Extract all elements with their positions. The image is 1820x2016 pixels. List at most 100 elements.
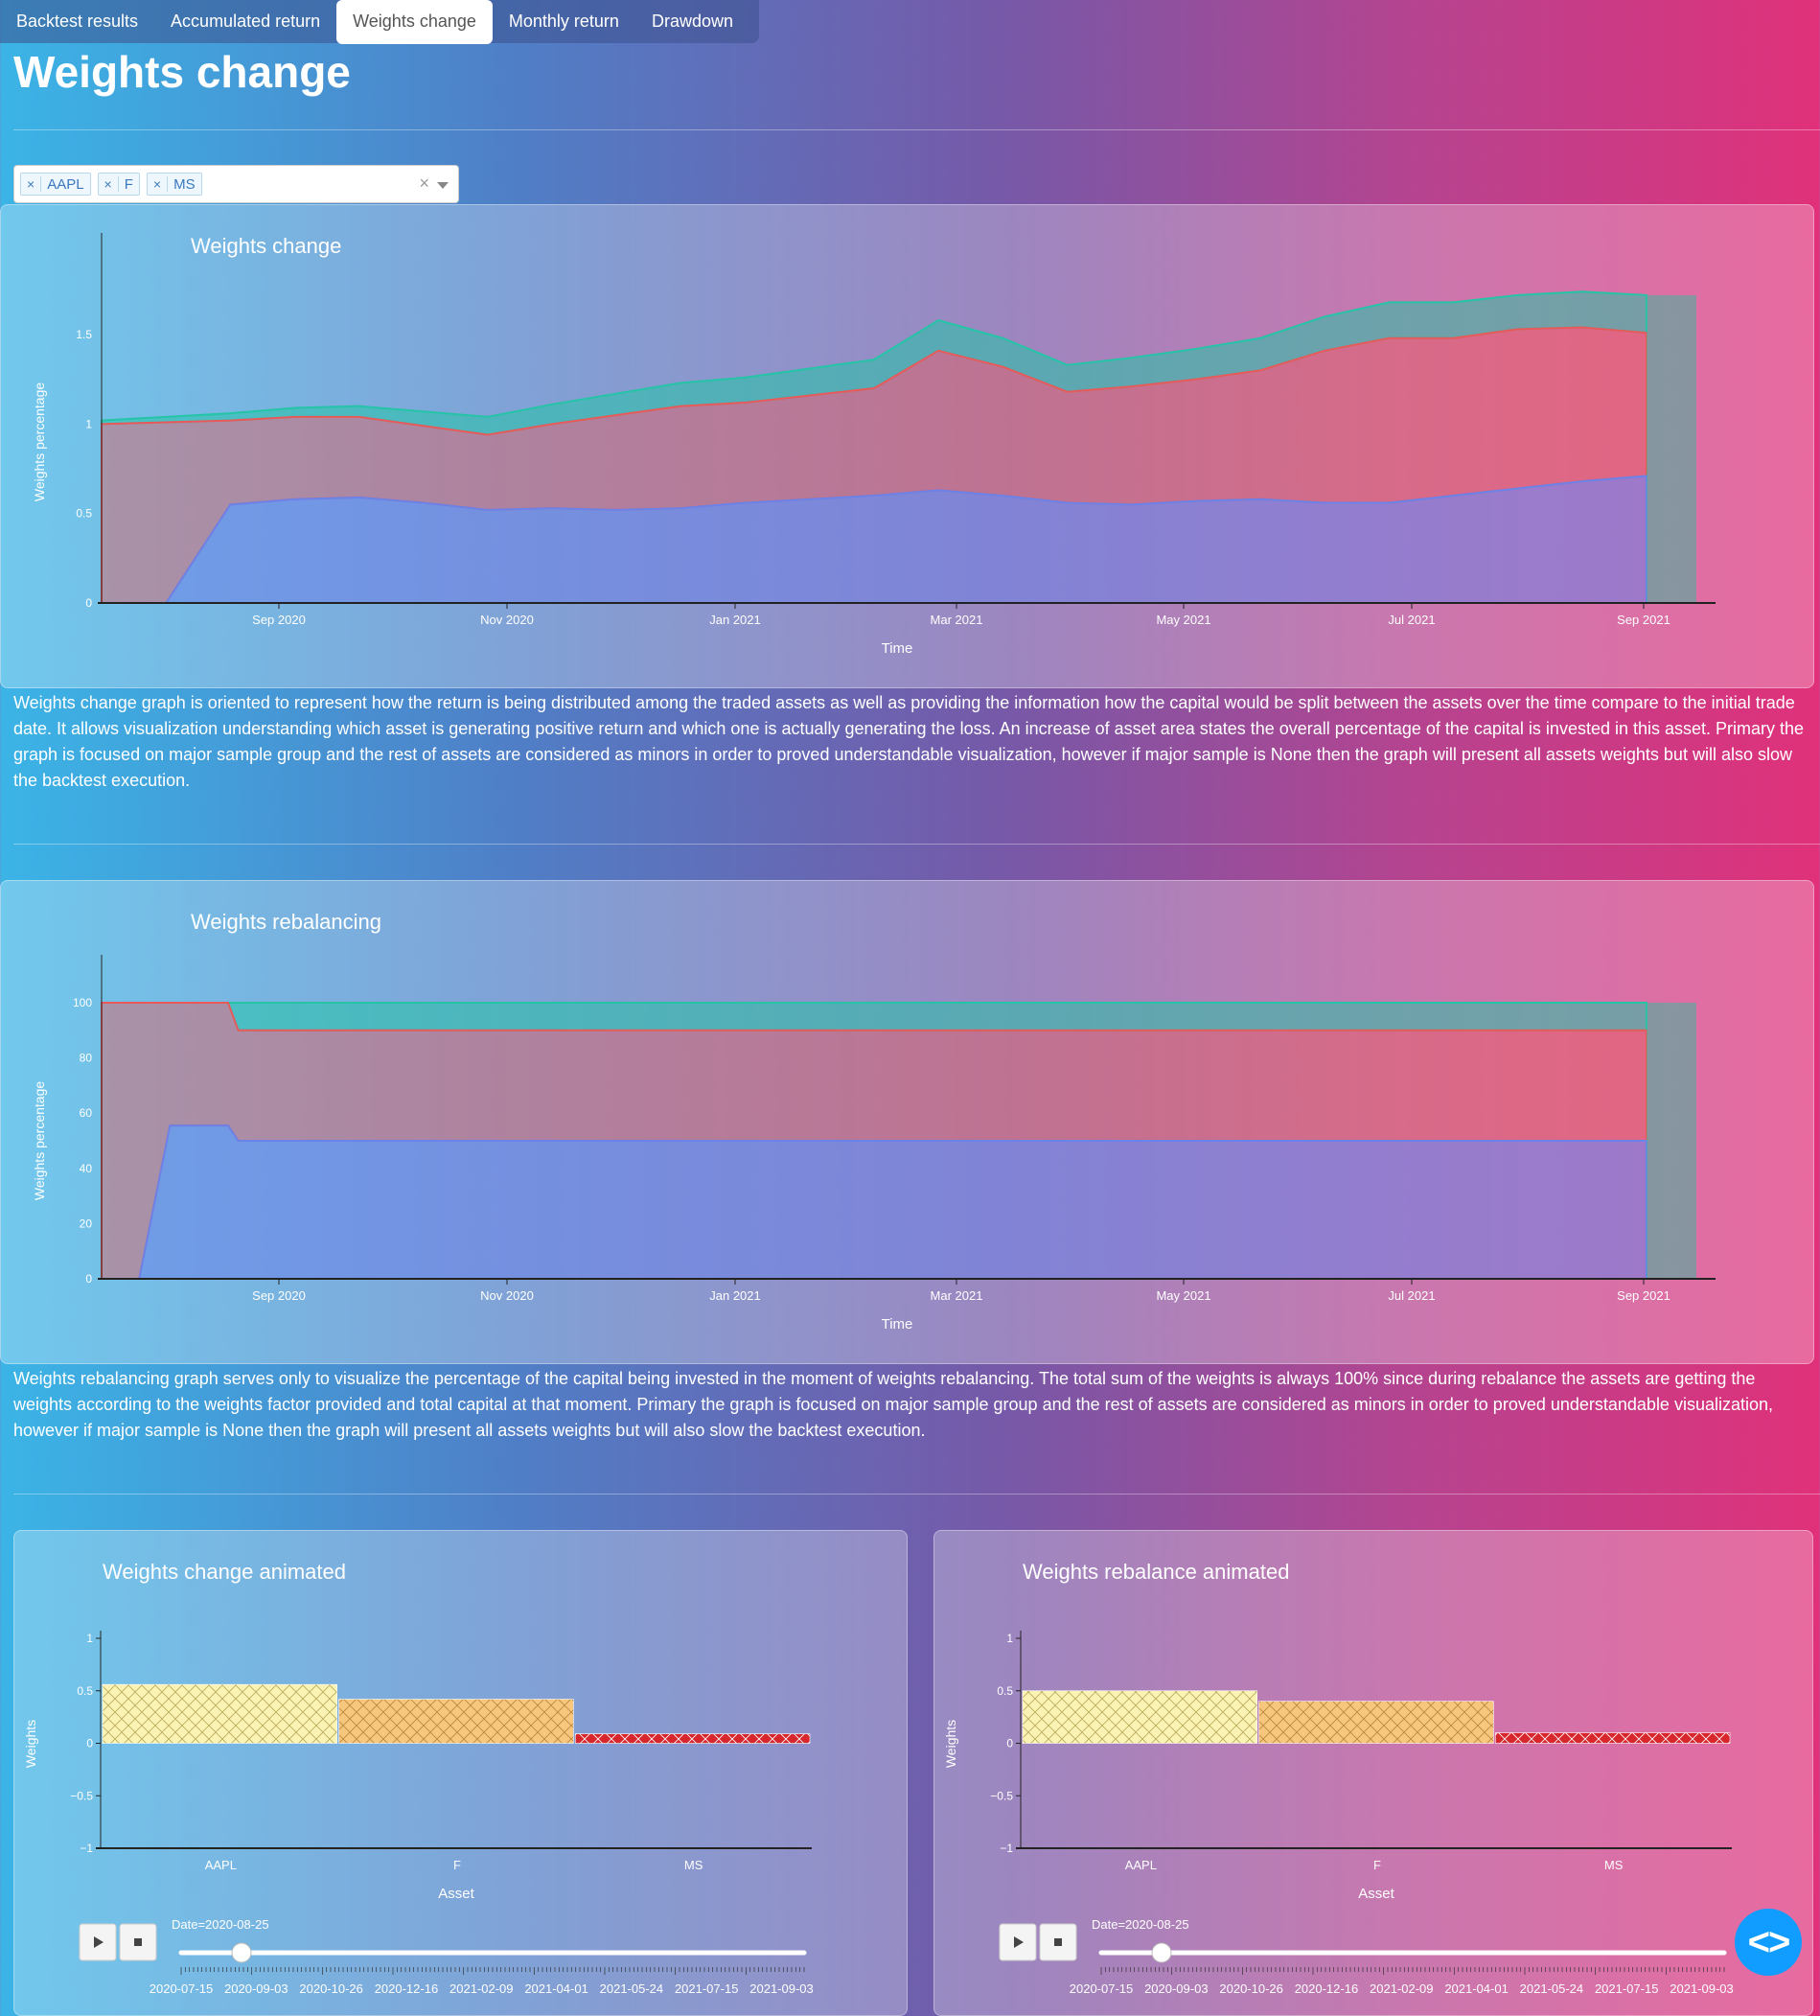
y-tick-label: 100 [73, 996, 92, 1009]
slider-tick-label: 2020-09-03 [1144, 1981, 1209, 1996]
weights-rebalancing-chart[interactable]: Weights rebalancing 0 20 40 60 80 100 Sep 2020 N… [1, 881, 1815, 1365]
slider-tick-label: 2021-02-09 [1370, 1981, 1434, 1996]
slider-tick-label: 2020-07-15 [1070, 1981, 1134, 1996]
slider-tick-label: 2021-04-01 [524, 1981, 588, 1996]
slider-tick-label: 2021-09-03 [749, 1981, 814, 1996]
area-tail [1647, 294, 1696, 603]
divider [13, 844, 1820, 845]
x-axis-label: Time [882, 640, 913, 657]
y-tick-label: 0 [1006, 1737, 1013, 1750]
x-tick-label: Jan 2021 [709, 1288, 761, 1303]
remove-ms-icon[interactable]: × [148, 176, 169, 192]
x-tick-label: Mar 2021 [931, 613, 983, 627]
x-tick-label: F [1373, 1858, 1381, 1872]
tab-accumulated-return[interactable]: Accumulated return [171, 12, 321, 31]
remove-aapl-icon[interactable]: × [21, 176, 42, 192]
slider-tick-label: 2020-10-26 [299, 1981, 363, 1996]
x-tick-label: AAPL [1125, 1858, 1157, 1872]
y-tick-label: 1 [1006, 1632, 1013, 1645]
chip-f[interactable]: × F [97, 173, 140, 196]
chart-title: Weights change [191, 234, 341, 258]
x-tick-label: Mar 2021 [931, 1288, 983, 1303]
y-tick-label: 20 [80, 1217, 93, 1230]
chip-label: MS [173, 175, 196, 193]
divider [13, 1494, 1820, 1495]
divider [13, 129, 1820, 130]
area-ms [102, 1002, 1647, 1031]
x-tick-label: Sep 2021 [1617, 1288, 1670, 1303]
x-tick-label: Sep 2021 [1617, 613, 1670, 627]
chip-label: AAPL [47, 175, 84, 193]
weights-change-animated-panel: Weights change animated 1 0.5 0 −0.5 −1 Weight… [13, 1530, 908, 2016]
y-tick-label: 0 [85, 1272, 92, 1286]
y-tick-label: 40 [80, 1162, 93, 1175]
x-tick-label: F [453, 1858, 461, 1872]
stop-icon [1054, 1938, 1062, 1946]
area-tail [1647, 1003, 1696, 1279]
bar-f [1258, 1701, 1494, 1744]
x-axis-label: Asset [438, 1886, 474, 1902]
slider-tick-label: 2021-09-03 [1670, 1981, 1734, 1996]
y-tick-label: 1 [85, 417, 92, 430]
chip-label: F [124, 175, 133, 193]
chevron-down-icon[interactable] [437, 182, 449, 189]
slider-current-label: Date=2020-08-25 [1092, 1917, 1189, 1932]
y-tick-label: −1 [1000, 1842, 1013, 1855]
y-tick-label: 1 [86, 1632, 93, 1645]
chip-aapl[interactable]: × AAPL [20, 173, 91, 196]
slider-handle[interactable] [231, 1942, 252, 1963]
slider-tick-label: 2021-07-15 [1595, 1981, 1659, 1996]
asset-select[interactable]: × AAPL × F × MS × [13, 165, 459, 203]
y-tick-label: 0 [86, 1737, 93, 1750]
page-title: Weights change [13, 47, 351, 97]
x-tick-label: Jan 2021 [709, 613, 761, 627]
y-axis-label: Weights percentage [32, 382, 47, 501]
x-tick-label: Nov 2020 [480, 1288, 534, 1303]
slider-tick-label: 2020-12-16 [375, 1981, 439, 1996]
x-axis-label: Time [882, 1316, 913, 1332]
tab-backtest-results[interactable]: Backtest results [16, 12, 139, 31]
slider-handle[interactable] [1151, 1942, 1172, 1963]
slider-tick-label: 2020-09-03 [224, 1981, 288, 1996]
code-toggle-icon[interactable]: <> [1735, 1909, 1802, 1976]
bar-f [338, 1699, 574, 1744]
tab-bar: Backtest results Accumulated return Weig… [0, 0, 759, 44]
slider-tick-label: 2021-05-24 [1520, 1981, 1584, 1996]
stop-icon [134, 1938, 142, 1946]
x-tick-label: Jul 2021 [1388, 1288, 1435, 1303]
x-tick-label: May 2021 [1156, 613, 1210, 627]
x-tick-label: MS [1604, 1858, 1624, 1872]
y-tick-label: 0 [85, 596, 92, 610]
slider-tick-label: 2020-12-16 [1295, 1981, 1359, 1996]
play-icon [94, 1936, 104, 1948]
x-tick-label: Sep 2020 [252, 1288, 306, 1303]
x-tick-label: AAPL [205, 1858, 237, 1872]
y-tick-label: 0.5 [997, 1684, 1013, 1698]
y-axis-label: Weights percentage [32, 1081, 47, 1200]
slider-tick-label: 2021-07-15 [675, 1981, 739, 1996]
slider-current-label: Date=2020-08-25 [172, 1917, 269, 1932]
area-aapl [102, 1124, 1647, 1280]
weights-rebalancing-description: Weights rebalancing graph serves only to… [13, 1369, 1773, 1440]
chart-title: Weights rebalancing [191, 910, 381, 934]
remove-f-icon[interactable]: × [99, 176, 119, 192]
x-tick-label: Nov 2020 [480, 613, 534, 627]
tab-monthly-return[interactable]: Monthly return [508, 12, 619, 31]
weights-rebalance-animated-chart[interactable]: Weights rebalance animated 1 0.5 0 −0.5 −1 Wei… [934, 1531, 1814, 2016]
y-axis-label: Weights [943, 1720, 958, 1768]
weights-change-animated-chart[interactable]: Weights change animated 1 0.5 0 −0.5 −1 Weight… [14, 1531, 909, 2016]
x-tick-label: Sep 2020 [252, 613, 306, 627]
x-axis-label: Asset [1358, 1886, 1394, 1902]
chip-ms[interactable]: × MS [146, 173, 202, 196]
bar-ms [1495, 1732, 1731, 1744]
tab-weights-change[interactable]: Weights change [336, 0, 493, 44]
x-tick-label: May 2021 [1156, 1288, 1210, 1303]
chart-title: Weights rebalance animated [1023, 1560, 1289, 1584]
slider-tick-label: 2020-07-15 [150, 1981, 214, 1996]
clear-all-icon[interactable]: × [419, 174, 429, 193]
x-tick-label: MS [684, 1858, 703, 1872]
weights-rebalance-animated-panel: Weights rebalance animated 1 0.5 0 −0.5 −1 Wei… [933, 1530, 1813, 2016]
y-tick-label: 80 [80, 1052, 93, 1065]
tab-drawdown[interactable]: Drawdown [651, 12, 733, 31]
weights-change-chart[interactable]: Weights change 0 0.5 1 1.5 Sep 2020 Nov 2020 Ja… [1, 205, 1815, 689]
